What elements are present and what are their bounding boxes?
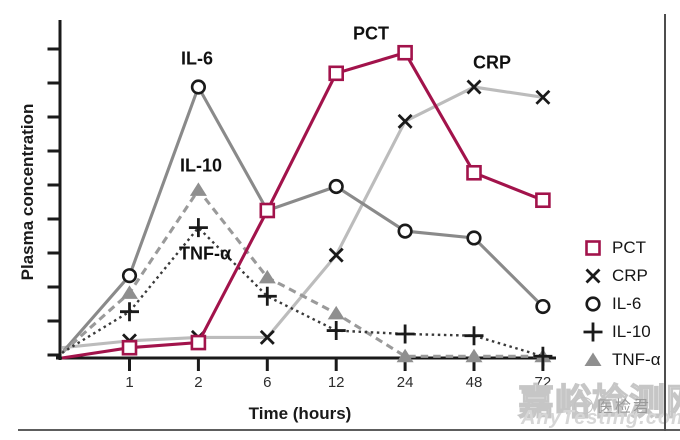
- legend-label-CRP: CRP: [612, 266, 648, 285]
- x-tick-label-24: 24: [396, 374, 414, 391]
- series-PCT: [61, 44, 551, 360]
- x-tick-label-6: 6: [263, 374, 272, 391]
- legend-label-PCT: PCT: [612, 238, 646, 257]
- marker-open-square: [259, 202, 276, 219]
- series-CRP-line: [61, 85, 544, 350]
- marker-open-square: [535, 192, 551, 209]
- x-tick-label-1: 1: [125, 374, 134, 391]
- marker-open-square: [585, 240, 601, 256]
- marker-filled-triangle: [465, 348, 483, 363]
- series-IL-10: [61, 218, 553, 366]
- series-TNF-α-line: [60, 187, 543, 358]
- marker-x: [585, 268, 601, 284]
- marker-open-circle: [585, 296, 601, 312]
- annotation-IL-6: IL-6: [180, 48, 214, 69]
- frame-right-line: [664, 14, 666, 431]
- x-tick-label-48: 48: [465, 374, 483, 391]
- marker-open-circle: [328, 178, 344, 195]
- marker-filled-triangle: [584, 352, 602, 366]
- marker-plus: [533, 346, 553, 366]
- marker-filled-triangle: [258, 269, 276, 284]
- watermark-badge-text: 医检君: [597, 399, 652, 416]
- marker-filled-triangle: [327, 305, 345, 320]
- frame-bottom-line: [18, 429, 680, 431]
- watermark-site-name: 嘉峪检测网: [517, 381, 680, 422]
- legend-marker-TNF-α: [584, 352, 602, 366]
- marker-x: [466, 79, 482, 95]
- marker-plus: [583, 322, 603, 342]
- watermark-mascot-icon: [574, 396, 593, 414]
- legend-item-IL-10: IL-10: [580, 318, 661, 346]
- marker-open-circle: [466, 230, 482, 246]
- legend-marker-IL-10: [583, 322, 603, 342]
- marker-open-square: [190, 334, 207, 351]
- marker-x: [259, 329, 275, 345]
- x-tick-label-12: 12: [327, 374, 345, 391]
- annotation-CRP: CRP: [472, 52, 512, 73]
- legend-item-IL-6: IL-6: [580, 290, 661, 318]
- series-CRP: [61, 79, 551, 350]
- marker-open-square: [328, 65, 345, 82]
- x-tick-label-2: 2: [194, 374, 203, 391]
- marker-plus: [188, 218, 208, 238]
- series-PCT-line: [61, 50, 544, 360]
- legend-item-CRP: CRP: [580, 262, 661, 290]
- annotation-PCT: PCT: [353, 23, 389, 44]
- marker-plus: [464, 326, 484, 346]
- series-IL-10-line: [61, 225, 544, 358]
- marker-plus: [257, 286, 277, 306]
- marker-plus: [395, 324, 415, 344]
- marker-x: [328, 247, 344, 263]
- marker-filled-triangle: [189, 182, 207, 196]
- annotation-TNF-α: TNF-α: [178, 243, 232, 264]
- series-IL-6-line: [60, 83, 544, 354]
- legend-marker-IL-6: [585, 296, 601, 312]
- legend-marker-CRP: [585, 268, 601, 284]
- marker-open-circle: [535, 298, 551, 315]
- marker-open-circle: [397, 223, 413, 239]
- legend-label-IL-6: IL-6: [612, 294, 642, 313]
- marker-filled-triangle: [396, 348, 414, 363]
- marker-plus: [120, 302, 139, 322]
- y-axis-title: Plasma concentration: [18, 103, 37, 281]
- legend-label-TNF-α: TNF-α: [612, 350, 661, 369]
- marker-x: [397, 113, 413, 129]
- watermark-badge: 医检君: [574, 393, 651, 417]
- marker-open-square: [121, 339, 138, 356]
- x-axis-title: Time (hours): [248, 404, 352, 423]
- marker-plus: [326, 321, 346, 341]
- legend-item-TNF-α: TNF-α: [580, 346, 661, 374]
- marker-open-circle: [190, 79, 206, 95]
- series-TNF-α: [60, 182, 552, 363]
- annotation-IL-10: IL-10: [179, 155, 223, 176]
- watermark-domain: AnyTesting.com: [521, 407, 680, 429]
- marker-x: [535, 89, 551, 105]
- legend-label-IL-10: IL-10: [612, 322, 651, 341]
- legend: PCT CRP IL-6 IL-10 TNF-α: [580, 234, 661, 374]
- legend-item-PCT: PCT: [580, 234, 661, 262]
- marker-filled-triangle: [121, 285, 138, 299]
- marker-open-circle: [121, 268, 138, 284]
- marker-open-square: [466, 164, 482, 181]
- marker-open-square: [397, 44, 413, 61]
- x-tick-label-72: 72: [534, 374, 552, 391]
- legend-marker-PCT: [585, 240, 601, 256]
